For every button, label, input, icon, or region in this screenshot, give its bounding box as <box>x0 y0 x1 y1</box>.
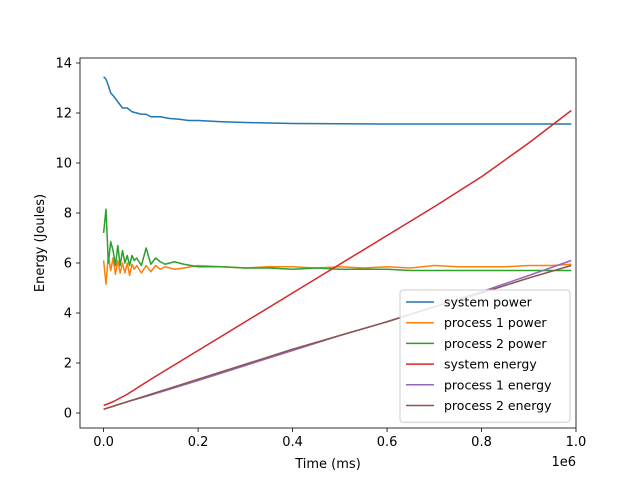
legend-box <box>399 289 571 423</box>
x-axis-ticks: 0.0 0.2 0.4 0.6 0.8 1.0 <box>93 428 586 450</box>
y-tick-label: 12 <box>55 107 72 122</box>
x-axis-offset-label: 1e6 <box>551 455 576 470</box>
y-tick-label: 0 <box>64 407 72 422</box>
legend-label: process 1 power <box>444 315 547 330</box>
x-tick-label: 0.2 <box>188 435 209 450</box>
legend-label: process 1 energy <box>444 377 552 392</box>
legend: system power process 1 power process 2 pow… <box>399 289 571 423</box>
x-tick-label: 0.4 <box>282 435 303 450</box>
legend-label: system energy <box>444 357 537 372</box>
y-tick-label: 14 <box>55 57 72 72</box>
series-line-3 <box>102 208 572 272</box>
y-tick-label: 2 <box>64 357 72 372</box>
legend-label: process 2 power <box>444 336 547 351</box>
y-tick-label: 4 <box>64 307 72 322</box>
y-tick-label: 8 <box>64 207 72 222</box>
y-axis-label: Energy (Joules) <box>33 194 48 292</box>
y-axis-ticks: 0 2 4 6 8 10 12 14 <box>55 57 80 422</box>
series-line-1 <box>103 76 572 125</box>
x-axis-label: Time (ms) <box>294 457 361 472</box>
x-tick-label: 1.0 <box>566 435 587 450</box>
series-line-4 <box>103 109 572 407</box>
y-tick-label: 6 <box>64 257 72 272</box>
x-tick-label: 0.0 <box>93 435 114 450</box>
plot-frame <box>79 57 577 429</box>
legend-label: system power <box>444 295 533 310</box>
y-tick-label: 10 <box>55 157 72 172</box>
x-tick-label: 0.6 <box>377 435 398 450</box>
x-tick-label: 0.8 <box>471 435 492 450</box>
legend-label: process 2 energy <box>444 398 552 413</box>
series-line-2 <box>102 254 572 285</box>
